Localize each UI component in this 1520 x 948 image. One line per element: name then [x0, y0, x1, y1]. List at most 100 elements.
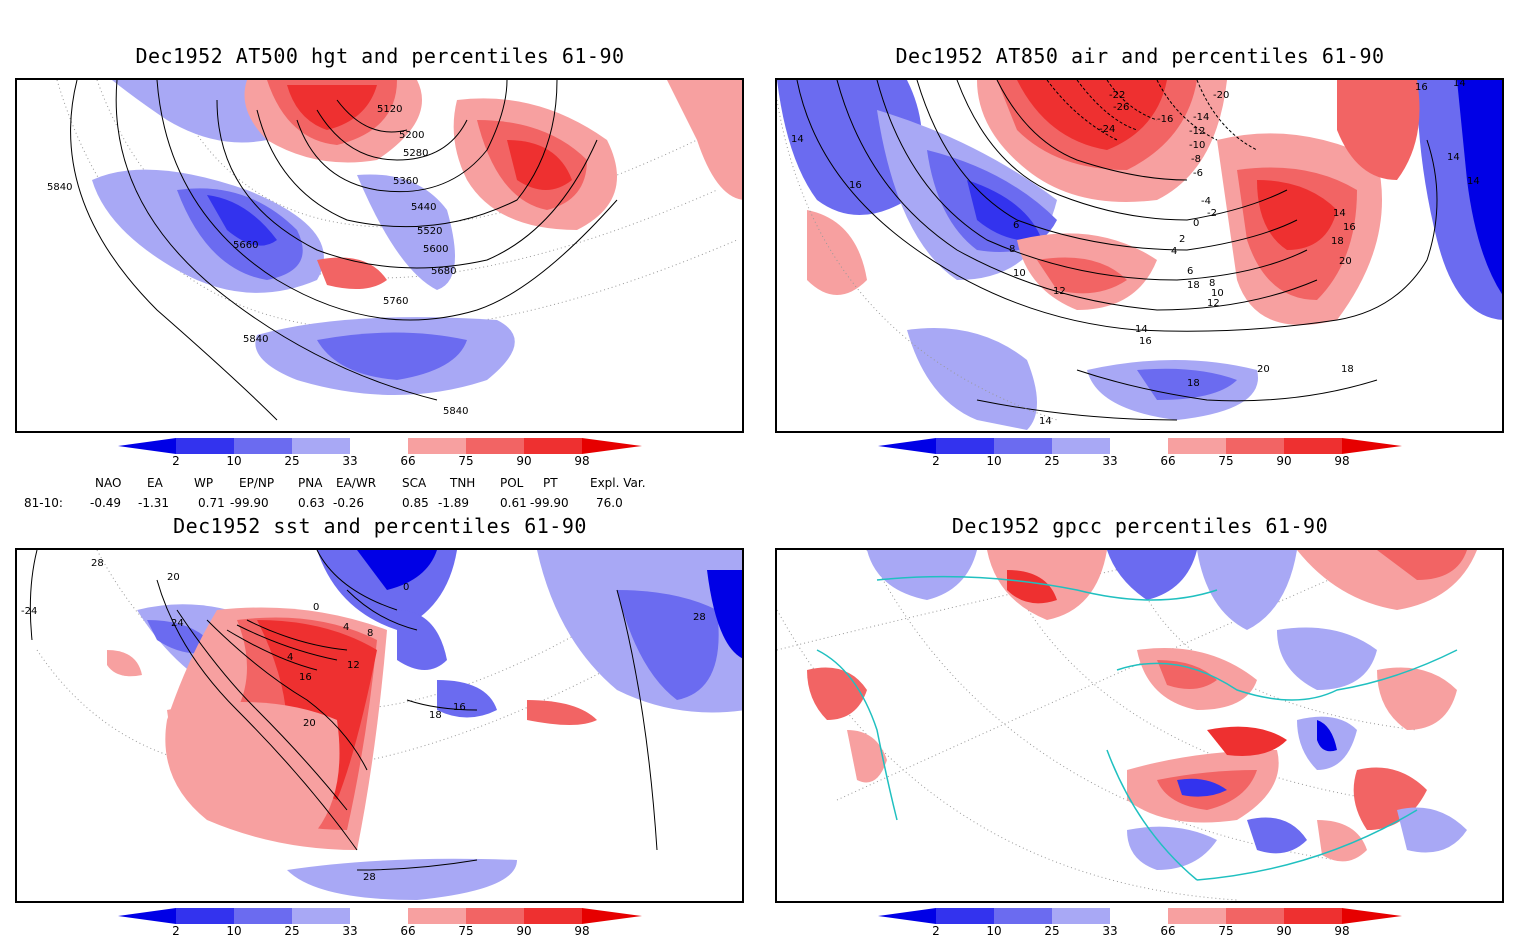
- colorbar-label: 10: [226, 454, 242, 468]
- colorbar-label: 10: [986, 924, 1002, 938]
- index-value-pol: 0.61: [500, 496, 527, 510]
- contour-label: -14: [1193, 112, 1209, 123]
- index-header: TNH: [450, 476, 476, 490]
- colorbar-label: 66: [1160, 924, 1176, 938]
- contour-label: 20: [303, 718, 316, 729]
- contour-label: 5840: [243, 334, 268, 345]
- contour-label: 5840: [443, 406, 468, 417]
- colorbar-label: 10: [986, 454, 1002, 468]
- contour-label: 18: [1341, 364, 1354, 375]
- contour-label: 10: [1013, 268, 1026, 279]
- colorbar-label: 75: [1218, 924, 1234, 938]
- contour-label: 10: [1211, 288, 1224, 299]
- contour-label: -8: [1191, 154, 1201, 165]
- index-header: SCA: [402, 476, 427, 490]
- colorbar-label: 25: [1044, 454, 1060, 468]
- contour-label: 14: [1333, 208, 1346, 219]
- map-panel-at850-air: 14 16 6 8 10 12 14 16 18 14 -20 -22 -26 …: [775, 78, 1504, 433]
- colorbar-label: 98: [574, 454, 590, 468]
- index-value-wp: 0.71: [198, 496, 225, 510]
- contour-label: 18: [1187, 280, 1200, 291]
- colorbar-label: 33: [342, 454, 358, 468]
- contour-label: -24: [21, 606, 37, 617]
- contour-label: 4: [343, 622, 349, 633]
- contour-label: 5660: [233, 240, 258, 251]
- colorbar-label: 25: [1044, 924, 1060, 938]
- contour-label: -22: [1109, 90, 1125, 101]
- contour-label: 28: [693, 612, 706, 623]
- contour-label: -24: [1099, 124, 1115, 135]
- contour-label: -4: [1201, 196, 1211, 207]
- contour-label: 0: [1193, 218, 1199, 229]
- index-value-tnh: -1.89: [438, 496, 470, 510]
- contour-label: 5440: [411, 202, 436, 213]
- contour-label: 5520: [417, 226, 442, 237]
- contour-label: 16: [1139, 336, 1152, 347]
- contour-label: 14: [791, 134, 804, 145]
- contour-label: -6: [1193, 168, 1203, 179]
- contour-label: 20: [167, 572, 180, 583]
- colorbar-label: 75: [1218, 454, 1234, 468]
- colorbar-label: 75: [458, 454, 474, 468]
- contour-label: 14: [1039, 416, 1052, 427]
- panel-4-title: Dec1952 gpcc percentiles 61-90: [951, 514, 1329, 538]
- contour-label: 18: [1187, 378, 1200, 389]
- colorbar-label: 33: [342, 924, 358, 938]
- contour-label: 24: [171, 618, 184, 629]
- contour-label: 14: [1447, 152, 1460, 163]
- index-value-pna: 0.63: [298, 496, 325, 510]
- index-header: NAO: [95, 476, 122, 490]
- index-value-nao: -0.49: [90, 496, 122, 510]
- contour-label: -10: [1189, 140, 1205, 151]
- index-value-eawr: -0.26: [333, 496, 365, 510]
- map-panel-at500-hgt: 5840 5120 5200 5280 5360 5440 5520 5600 …: [15, 78, 744, 433]
- colorbar-label: 25: [284, 924, 300, 938]
- contour-label: 16: [453, 702, 466, 713]
- colorbar-label: 98: [1334, 454, 1350, 468]
- contour-label: 16: [1415, 82, 1428, 93]
- contour-label: 6: [1013, 220, 1019, 231]
- contour-label: 5840: [47, 182, 72, 193]
- colorbar-label: 90: [516, 924, 532, 938]
- contour-label: 5360: [393, 176, 418, 187]
- contour-label: -20: [1213, 90, 1229, 101]
- colorbar-label: 90: [1276, 924, 1292, 938]
- contour-label: 12: [1053, 286, 1066, 297]
- colorbar-label: 75: [458, 924, 474, 938]
- contour-label: 18: [1331, 236, 1344, 247]
- contour-label: 20: [1339, 256, 1352, 267]
- colorbar-label: 2: [172, 454, 180, 468]
- colorbar-swatches: [878, 908, 1402, 924]
- map-at850-air-graphic: 14 16 6 8 10 12 14 16 18 14 -20 -22 -26 …: [777, 80, 1502, 430]
- contour-label: 12: [1207, 298, 1220, 309]
- index-value-sca: 0.85: [402, 496, 429, 510]
- contour-label: 16: [299, 672, 312, 683]
- map-at500-hgt-graphic: 5840 5120 5200 5280 5360 5440 5520 5600 …: [47, 80, 742, 421]
- contour-label: 4: [1171, 246, 1177, 257]
- colorbar-swatches: [118, 438, 642, 454]
- contour-label: 14: [1135, 324, 1148, 335]
- contour-label: 8: [1209, 278, 1215, 289]
- contour-label: 5200: [399, 130, 424, 141]
- contour-label: 2: [1179, 234, 1185, 245]
- colorbar-label: 98: [1334, 924, 1350, 938]
- contour-label: -2: [1207, 208, 1217, 219]
- contour-label: 5600: [423, 244, 448, 255]
- contour-label: -26: [1113, 102, 1129, 113]
- panel-2-title: Dec1952 AT850 air and percentiles 61-90: [895, 44, 1385, 68]
- index-value-expl-var: 76.0: [596, 496, 623, 510]
- index-header: POL: [500, 476, 524, 490]
- colorbar-label: 66: [400, 454, 416, 468]
- contour-label: 28: [363, 872, 376, 883]
- contour-label: 20: [1257, 364, 1270, 375]
- colorbar-label: 2: [932, 924, 940, 938]
- colorbar-label: 10: [226, 924, 242, 938]
- contour-label: 5760: [383, 296, 408, 307]
- contour-label: 5280: [403, 148, 428, 159]
- contour-label: 4: [287, 652, 293, 663]
- index-value-pt: -99.90: [530, 496, 569, 510]
- index-value-epnp: -99.90: [230, 496, 269, 510]
- contour-label: -16: [1157, 114, 1173, 125]
- index-value-ea: -1.31: [138, 496, 170, 510]
- colorbar-panel-1: 2 10 25 33 66 75 90 98: [118, 438, 648, 478]
